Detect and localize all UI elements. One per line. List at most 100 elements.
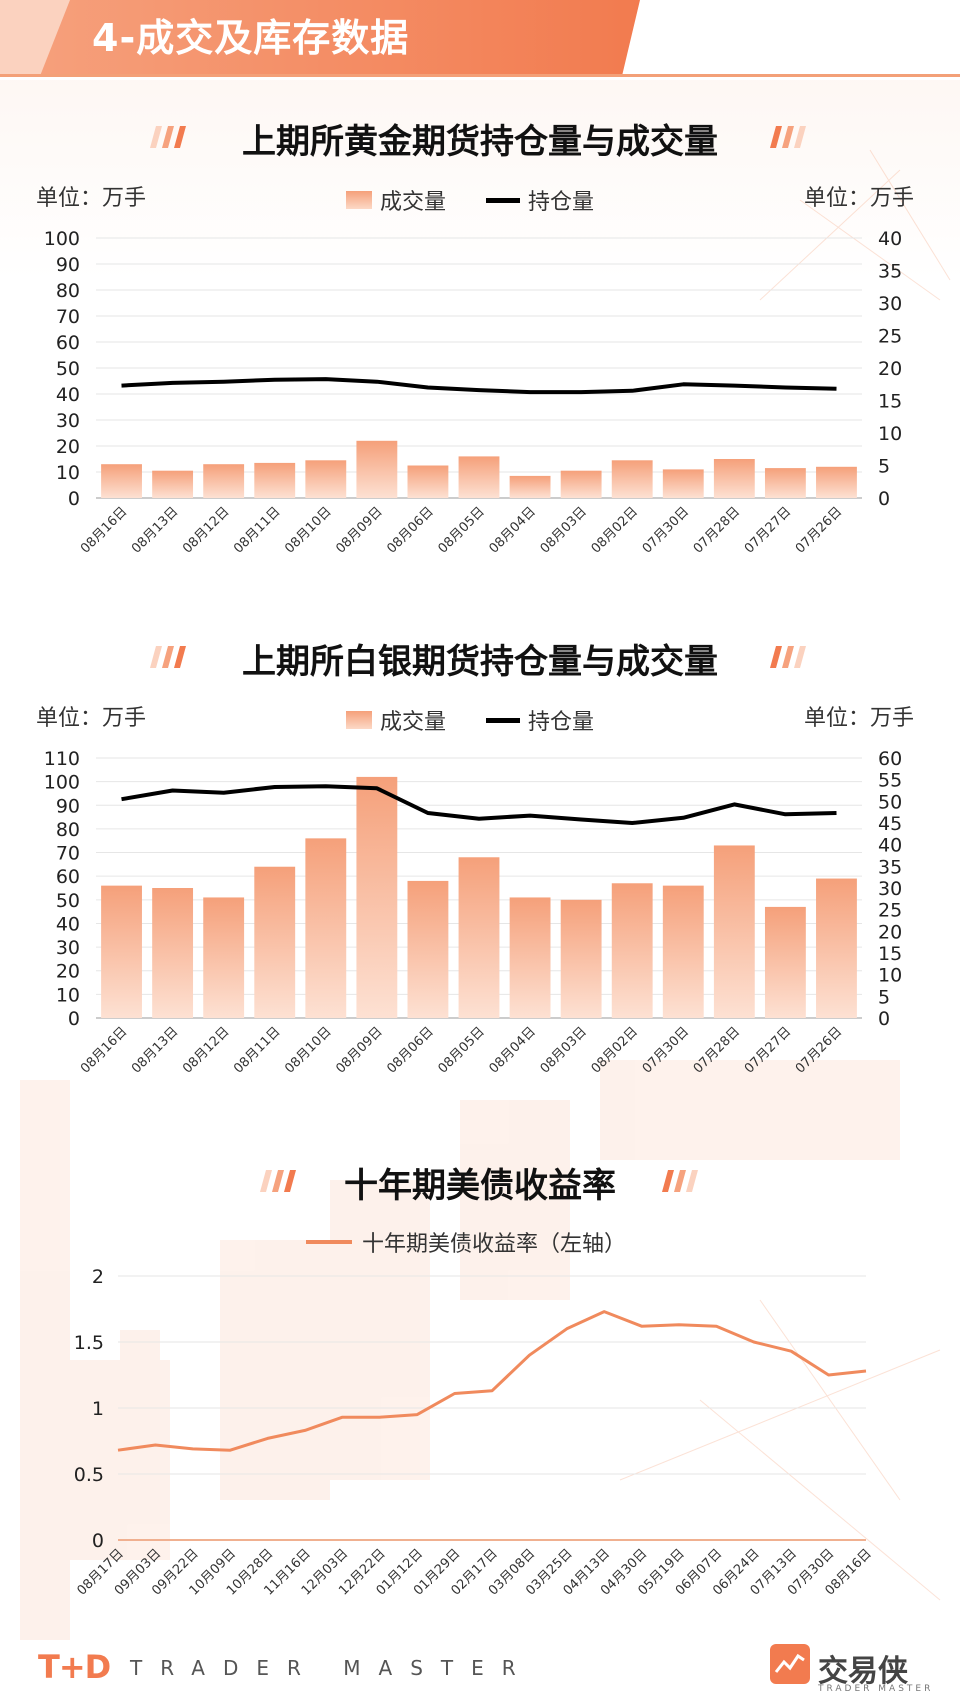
y-tick: 0.5 xyxy=(74,1464,104,1486)
header-divider xyxy=(0,74,960,77)
x-tick: 08月04日 xyxy=(487,1024,539,1076)
brand-name-cn: 交易侠 xyxy=(818,1654,908,1689)
y-tick-right: 25 xyxy=(878,326,902,348)
legend-bar-label: 成交量 xyxy=(380,710,447,735)
y-tick-right: 25 xyxy=(878,900,902,922)
y-tick-left: 70 xyxy=(56,843,80,865)
legend-bar-label: 成交量 xyxy=(380,190,447,215)
y-tick-right: 40 xyxy=(878,835,902,857)
x-tick: 08月04日 xyxy=(487,504,539,556)
legend-line-swatch xyxy=(486,197,521,203)
bar xyxy=(101,464,142,498)
bar xyxy=(509,475,551,498)
y-tick-right: 45 xyxy=(878,813,902,835)
y-tick-left: 30 xyxy=(56,410,80,432)
y-tick: 1.5 xyxy=(74,1332,104,1354)
title-deco-right-icon xyxy=(662,1170,698,1192)
x-tick: 07月30日 xyxy=(640,504,692,556)
x-tick: 08月09日 xyxy=(333,1024,385,1076)
bar xyxy=(254,866,296,1018)
silver-chart: 0102030405060708090100110051015202530354… xyxy=(44,748,902,1077)
y-tick: 0 xyxy=(92,1530,104,1552)
x-tick: 08月16日 xyxy=(78,504,130,556)
x-tick: 08月12日 xyxy=(180,1024,232,1076)
bar xyxy=(816,878,857,1018)
bar xyxy=(203,897,245,1018)
y-tick-left: 110 xyxy=(44,748,80,770)
silver-chart-title: 上期所白银期货持仓量与成交量 xyxy=(242,642,718,682)
legend-line-swatch xyxy=(486,717,521,723)
title-deco-left-icon xyxy=(260,1170,296,1192)
y-tick-right: 20 xyxy=(878,358,902,380)
gold-unit-left: 单位：万手 xyxy=(36,186,147,211)
y-tick-left: 0 xyxy=(68,488,80,510)
bar xyxy=(816,466,857,498)
bar xyxy=(458,857,500,1018)
bar xyxy=(509,897,551,1018)
x-tick: 08月12日 xyxy=(180,504,232,556)
legend-bar-swatch xyxy=(346,191,372,209)
x-tick: 08月06日 xyxy=(384,1024,436,1076)
bar xyxy=(254,462,296,498)
y-tick-right: 30 xyxy=(878,293,902,315)
y-tick-left: 20 xyxy=(56,961,80,983)
x-tick: 08月02日 xyxy=(589,504,641,556)
y-tick-right: 20 xyxy=(878,921,902,943)
bar xyxy=(662,469,704,498)
y-tick-right: 60 xyxy=(878,748,902,770)
gold-chart-title: 上期所黄金期货持仓量与成交量 xyxy=(242,122,718,162)
y-tick-right: 10 xyxy=(878,965,902,987)
legend-line-label: 持仓量 xyxy=(528,190,595,215)
bar xyxy=(764,906,806,1018)
x-tick: 07月27日 xyxy=(742,1024,794,1076)
series-line xyxy=(121,784,837,825)
x-tick: 08月11日 xyxy=(231,1024,283,1076)
y-tick-left: 50 xyxy=(56,358,80,380)
x-tick: 08月09日 xyxy=(333,504,385,556)
y-tick-left: 50 xyxy=(56,890,80,912)
td-logo: T+D xyxy=(38,1648,111,1686)
y-tick-right: 55 xyxy=(878,770,902,792)
silver-legend: 成交量 持仓量 xyxy=(346,704,594,736)
series-line xyxy=(121,377,837,395)
page-title: 4-成交及库存数据 xyxy=(92,16,410,60)
bar xyxy=(458,456,500,498)
bar xyxy=(152,888,194,1018)
y-tick-right: 15 xyxy=(878,391,902,413)
bar xyxy=(356,440,398,498)
x-tick: 08月16日 xyxy=(78,1024,130,1076)
x-tick: 08月06日 xyxy=(384,504,436,556)
y-tick-left: 80 xyxy=(56,280,80,302)
bar xyxy=(152,470,194,498)
y-tick-left: 20 xyxy=(56,436,80,458)
bar xyxy=(305,460,347,498)
title-deco-left-icon xyxy=(150,126,186,148)
bar xyxy=(101,885,142,1018)
bar xyxy=(611,460,653,498)
bar xyxy=(713,459,755,498)
x-tick: 07月26日 xyxy=(793,1024,845,1076)
treasury-chart-title: 十年期美债收益率 xyxy=(344,1166,616,1206)
y-tick-right: 30 xyxy=(878,878,902,900)
legend-line-label: 持仓量 xyxy=(528,710,595,735)
y-tick-left: 80 xyxy=(56,819,80,841)
y-tick-right: 40 xyxy=(878,228,902,250)
gold-chart: 0 10 20 30 40 50 60 70 80 90 100 0 5 10 15 20 25 30 35 40 08… xyxy=(44,228,902,557)
y-tick: 2 xyxy=(92,1266,104,1288)
x-tick: 07月26日 xyxy=(793,504,845,556)
x-tick: 08月11日 xyxy=(231,504,283,556)
bar xyxy=(407,465,449,498)
x-tick: 08月03日 xyxy=(538,504,590,556)
x-tick: 07月28日 xyxy=(691,504,743,556)
y-tick-left: 40 xyxy=(56,913,80,935)
x-tick: 08月05日 xyxy=(435,1024,487,1076)
bar xyxy=(560,899,602,1018)
y-tick-left: 10 xyxy=(56,984,80,1006)
y-tick-right: 50 xyxy=(878,791,902,813)
bar xyxy=(764,468,806,498)
y-tick-left: 30 xyxy=(56,937,80,959)
y-tick-right: 5 xyxy=(878,986,890,1008)
brand-logo-icon xyxy=(770,1644,810,1684)
bar xyxy=(407,880,449,1018)
